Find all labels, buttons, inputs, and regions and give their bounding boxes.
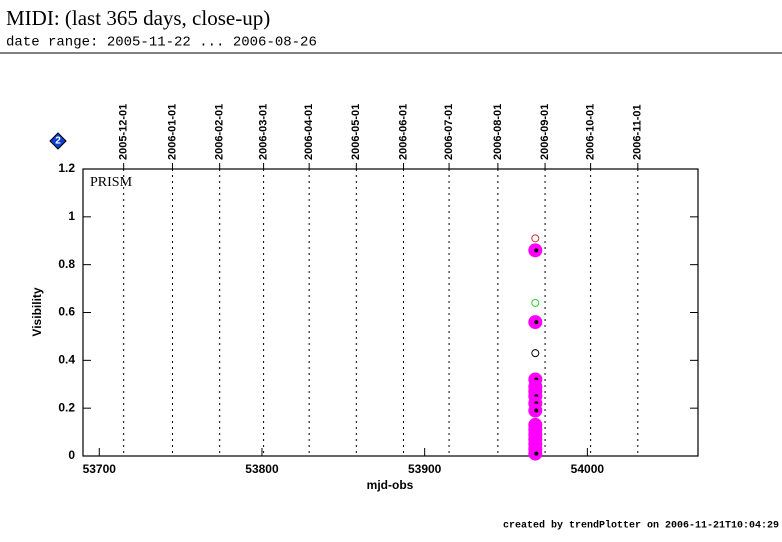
date-label: 2006-08-01 bbox=[492, 104, 504, 160]
badge-text: 2 bbox=[55, 136, 61, 147]
chart-title: MIDI: (last 365 days, close-up) bbox=[6, 6, 270, 30]
y-tick-label: 0.6 bbox=[58, 305, 75, 319]
x-tick-label: 53800 bbox=[245, 462, 279, 476]
y-tick-label: 0.8 bbox=[58, 257, 75, 271]
date-label: 2006-09-01 bbox=[539, 104, 551, 160]
point bbox=[531, 349, 540, 358]
point-center bbox=[534, 451, 539, 456]
footer: created by trendPlotter on 2006-11-21T10… bbox=[503, 520, 779, 532]
point-center bbox=[534, 408, 539, 413]
date-label: 2006-06-01 bbox=[397, 104, 409, 160]
y-tick-label: 1.2 bbox=[58, 161, 75, 175]
chart-subtitle: date range: 2005-11-22 ... 2006-08-26 bbox=[6, 35, 317, 51]
date-label: 2006-03-01 bbox=[258, 104, 270, 160]
date-label: 2005-12-01 bbox=[118, 104, 130, 160]
plot-frame bbox=[82, 168, 699, 457]
y-tick-label: 0.2 bbox=[58, 400, 75, 414]
date-label: 2006-04-01 bbox=[303, 104, 315, 160]
x-tick-label: 53900 bbox=[408, 462, 442, 476]
point-center bbox=[534, 320, 539, 325]
y-tick-label: 1 bbox=[68, 209, 75, 223]
date-label: 2006-10-01 bbox=[585, 104, 597, 160]
badge-icon bbox=[49, 132, 67, 150]
y-tick-label: 0 bbox=[68, 448, 75, 462]
y-axis-label: Visibility bbox=[30, 287, 44, 336]
date-label: 2006-05-01 bbox=[350, 104, 362, 160]
date-label: 2006-07-01 bbox=[443, 104, 455, 160]
x-tick-label: 54000 bbox=[571, 462, 605, 476]
point bbox=[531, 298, 540, 307]
x-axis-label: mjd-obs bbox=[367, 478, 414, 492]
y-tick-label: 0.4 bbox=[58, 353, 75, 367]
date-label: 2006-01-01 bbox=[166, 104, 178, 160]
x-tick-label: 53700 bbox=[83, 462, 117, 476]
date-label: 2006-02-01 bbox=[214, 104, 226, 160]
point-center bbox=[534, 248, 539, 253]
point bbox=[531, 234, 540, 243]
date-label: 2006-11-01 bbox=[632, 104, 644, 160]
annotation: PRISM bbox=[90, 175, 133, 190]
